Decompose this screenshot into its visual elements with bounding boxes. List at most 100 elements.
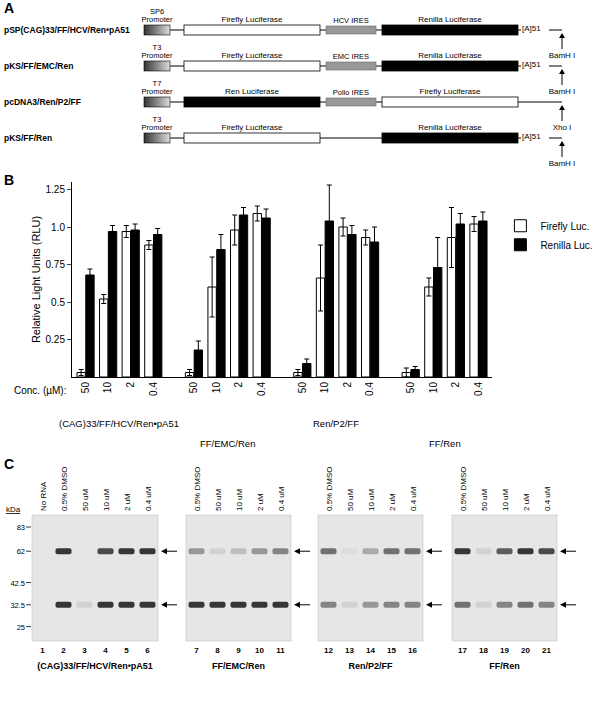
svg-text:0.4: 0.4 [148, 382, 159, 396]
svg-text:1: 1 [40, 646, 45, 655]
svg-text:0.25: 0.25 [46, 334, 66, 345]
svg-text:[A]51: [A]51 [522, 132, 541, 141]
svg-text:2: 2 [233, 382, 244, 388]
svg-text:0.75: 0.75 [46, 259, 66, 270]
svg-text:Conc. (µM):: Conc. (µM): [14, 385, 66, 396]
svg-text:Ren Luciferase: Ren Luciferase [225, 87, 279, 96]
svg-text:Promoter: Promoter [142, 51, 173, 60]
svg-text:12: 12 [324, 646, 333, 655]
svg-text:pKS/FF/EMC/Ren: pKS/FF/EMC/Ren [4, 61, 73, 71]
svg-text:4: 4 [103, 646, 108, 655]
svg-text:2: 2 [450, 382, 461, 388]
svg-text:2: 2 [125, 382, 136, 388]
svg-text:pcDNA3/Ren/P2/FF: pcDNA3/Ren/P2/FF [4, 97, 81, 107]
svg-text:0.5% DMSO: 0.5% DMSO [60, 467, 69, 511]
svg-text:FF/Ren: FF/Ren [489, 661, 520, 671]
svg-text:0.5% DMSO: 0.5% DMSO [193, 467, 202, 511]
svg-text:11: 11 [276, 646, 285, 655]
svg-text:pSP(CAG)33/FF/HCV/Ren•pA51: pSP(CAG)33/FF/HCV/Ren•pA51 [4, 25, 130, 35]
svg-text:FF/EMC/Ren: FF/EMC/Ren [212, 661, 265, 671]
svg-text:15: 15 [387, 646, 396, 655]
svg-text:A: A [4, 0, 14, 16]
svg-text:10: 10 [428, 382, 439, 394]
svg-text:10 uM: 10 uM [501, 488, 510, 511]
svg-text:10 uM: 10 uM [367, 488, 376, 511]
svg-text:Firefly Luc.: Firefly Luc. [540, 221, 589, 232]
svg-text:Firefly Luciferase: Firefly Luciferase [222, 123, 283, 132]
svg-text:(CAG)33/FF/HCV/Ren•pA51: (CAG)33/FF/HCV/Ren•pA51 [59, 418, 179, 429]
svg-text:10: 10 [102, 382, 113, 394]
svg-text:Polio IRES: Polio IRES [333, 88, 369, 97]
svg-text:83: 83 [17, 523, 25, 532]
svg-text:0.5% DMSO: 0.5% DMSO [459, 467, 468, 511]
svg-text:Firefly Luciferase: Firefly Luciferase [420, 87, 481, 96]
svg-text:Firefly Luciferase: Firefly Luciferase [222, 51, 283, 60]
svg-text:6: 6 [145, 646, 150, 655]
svg-text:FF/Ren: FF/Ren [429, 438, 461, 449]
svg-text:50: 50 [297, 382, 308, 394]
svg-text:kDa: kDa [6, 505, 21, 514]
svg-text:Ren/P2/FF: Ren/P2/FF [348, 661, 393, 671]
svg-text:Firefly Luciferase: Firefly Luciferase [222, 15, 283, 24]
svg-text:C: C [4, 456, 14, 472]
svg-text:Renilla Luciferase: Renilla Luciferase [418, 51, 482, 60]
svg-text:Renilla Luc.: Renilla Luc. [540, 240, 592, 251]
svg-text:0.5% DMSO: 0.5% DMSO [325, 467, 334, 511]
svg-text:0.4 uM: 0.4 uM [409, 486, 418, 511]
svg-text:2 uM: 2 uM [522, 493, 531, 511]
svg-text:No RNA: No RNA [39, 481, 48, 511]
svg-text:1.0: 1.0 [51, 222, 65, 233]
svg-text:50 uM: 50 uM [214, 488, 223, 511]
svg-text:10 uM: 10 uM [235, 488, 244, 511]
svg-text:0.4 uM: 0.4 uM [144, 486, 153, 511]
svg-text:HCV IRES: HCV IRES [333, 16, 368, 25]
svg-text:FF/EMC/Ren: FF/EMC/Ren [200, 438, 255, 449]
svg-text:19: 19 [500, 646, 509, 655]
svg-text:20: 20 [521, 646, 530, 655]
svg-text:BamH I: BamH I [549, 51, 576, 60]
svg-text:2: 2 [342, 382, 353, 388]
svg-text:Promoter: Promoter [142, 87, 173, 96]
svg-text:8: 8 [215, 646, 220, 655]
svg-text:2 uM: 2 uM [123, 493, 132, 511]
svg-text:10: 10 [255, 646, 264, 655]
svg-text:50 uM: 50 uM [346, 488, 355, 511]
svg-text:2: 2 [61, 646, 66, 655]
svg-text:42.5: 42.5 [10, 579, 25, 588]
svg-text:BamH I: BamH I [549, 87, 576, 96]
svg-text:BamH I: BamH I [549, 159, 576, 168]
svg-text:18: 18 [479, 646, 488, 655]
svg-text:50: 50 [188, 382, 199, 394]
svg-text:32.5: 32.5 [10, 601, 25, 610]
svg-text:Promoter: Promoter [142, 15, 173, 24]
svg-text:2 uM: 2 uM [388, 493, 397, 511]
svg-text:10: 10 [211, 382, 222, 394]
svg-text:Ren/P2/FF: Ren/P2/FF [313, 418, 359, 429]
svg-text:Renilla Luciferase: Renilla Luciferase [418, 123, 482, 132]
svg-text:0.4 uM: 0.4 uM [543, 486, 552, 511]
svg-text:50: 50 [80, 382, 91, 394]
svg-text:25: 25 [17, 623, 25, 632]
svg-text:Promoter: Promoter [142, 123, 173, 132]
svg-text:0.4: 0.4 [256, 382, 267, 396]
svg-text:16: 16 [408, 646, 417, 655]
svg-text:7: 7 [194, 646, 199, 655]
svg-text:13: 13 [345, 646, 354, 655]
svg-text:21: 21 [542, 646, 551, 655]
svg-text:50 uM: 50 uM [480, 488, 489, 511]
svg-text:5: 5 [124, 646, 129, 655]
svg-text:pKS/FF/Ren: pKS/FF/Ren [4, 133, 52, 143]
svg-text:0.4: 0.4 [364, 382, 375, 396]
svg-text:50: 50 [405, 382, 416, 394]
svg-text:17: 17 [458, 646, 467, 655]
svg-text:2 uM: 2 uM [256, 493, 265, 511]
svg-text:0.4 uM: 0.4 uM [277, 486, 286, 511]
svg-text:[A]51: [A]51 [522, 24, 541, 33]
svg-text:Renilla Luciferase: Renilla Luciferase [418, 15, 482, 24]
svg-text:[A]51: [A]51 [522, 60, 541, 69]
svg-text:Xho I: Xho I [553, 123, 572, 132]
svg-text:3: 3 [82, 646, 87, 655]
svg-text:(CAG)33/FF/HCV/Ren•pA51: (CAG)33/FF/HCV/Ren•pA51 [37, 661, 153, 671]
svg-text:0.4: 0.4 [473, 382, 484, 396]
svg-text:62: 62 [17, 547, 25, 556]
